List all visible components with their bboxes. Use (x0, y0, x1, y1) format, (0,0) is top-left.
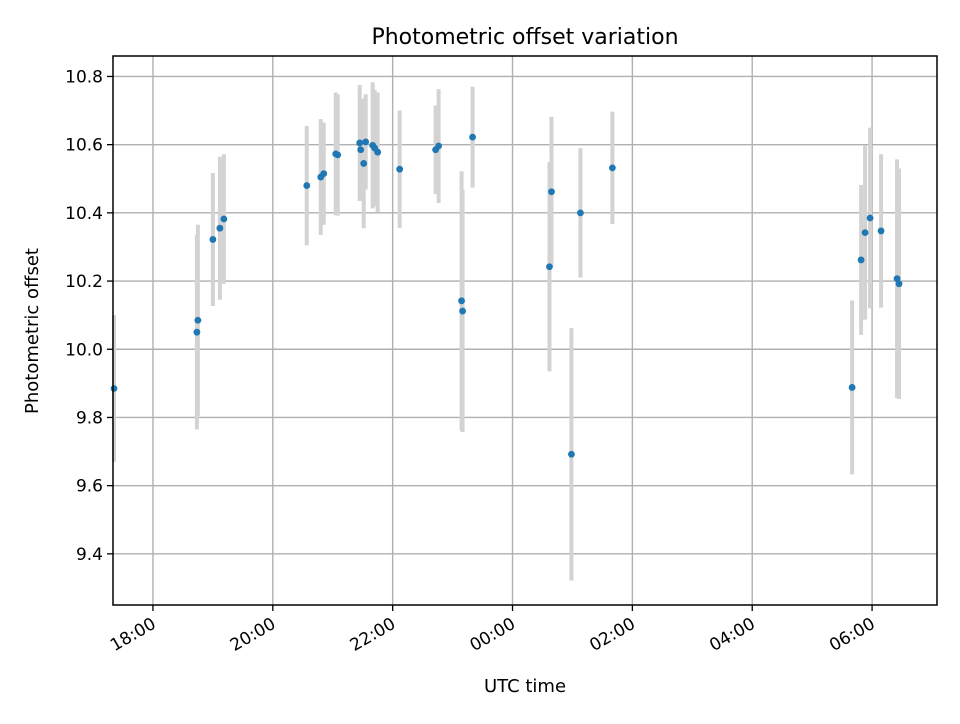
data-point (209, 236, 217, 243)
data-point (893, 275, 901, 283)
y-tick-label: 9.8 (76, 408, 103, 428)
x-tick-label: 20:00 (227, 614, 279, 656)
y-tick-label: 10.8 (65, 67, 103, 87)
x-tick-label: 06:00 (826, 614, 878, 656)
x-tick-label: 00:00 (467, 614, 519, 656)
chart-title: Photometric offset variation (371, 25, 678, 50)
data-point (194, 316, 202, 324)
data-point (546, 263, 553, 271)
y-tick-label: 9.6 (76, 477, 103, 497)
data-point (548, 188, 555, 196)
data-point (608, 164, 616, 172)
y-tick-label: 9.4 (76, 545, 103, 565)
data-point (303, 182, 311, 189)
data-point (220, 215, 228, 223)
data-point (866, 214, 874, 222)
error-bars (111, 82, 902, 581)
y-tick-label: 10.4 (65, 204, 103, 224)
data-point (895, 280, 903, 288)
data-point (848, 384, 856, 391)
y-tick-label: 10.0 (65, 340, 103, 360)
data-point (458, 297, 465, 305)
data-point (356, 139, 364, 147)
data-point (216, 224, 224, 232)
y-axis-label: Photometric offset (22, 248, 43, 414)
data-point (396, 165, 404, 173)
data-point (320, 170, 328, 178)
x-tick-label: 02:00 (586, 614, 638, 656)
data-point (877, 227, 885, 235)
y-tick-label: 10.2 (65, 272, 103, 292)
data-point (568, 450, 575, 458)
x-axis-label: UTC time (484, 676, 566, 697)
plot-frame (112, 55, 938, 606)
data-point (357, 146, 365, 154)
data-point (469, 133, 476, 141)
data-point (360, 160, 368, 167)
data-point (334, 151, 342, 159)
data-point (362, 138, 370, 146)
y-tick-label: 10.6 (65, 136, 103, 156)
data-point (110, 385, 118, 392)
data-points (110, 133, 903, 458)
data-point (857, 256, 865, 264)
data-point (577, 209, 584, 217)
data-point (374, 148, 382, 156)
data-point (435, 142, 443, 150)
x-tick-label: 18:00 (107, 614, 159, 656)
x-tick-label: 04:00 (706, 614, 758, 656)
x-tick-label: 22:00 (347, 614, 399, 656)
data-point (459, 307, 466, 315)
data-point (861, 229, 869, 237)
grid-lines (113, 56, 937, 605)
data-point (193, 328, 201, 336)
